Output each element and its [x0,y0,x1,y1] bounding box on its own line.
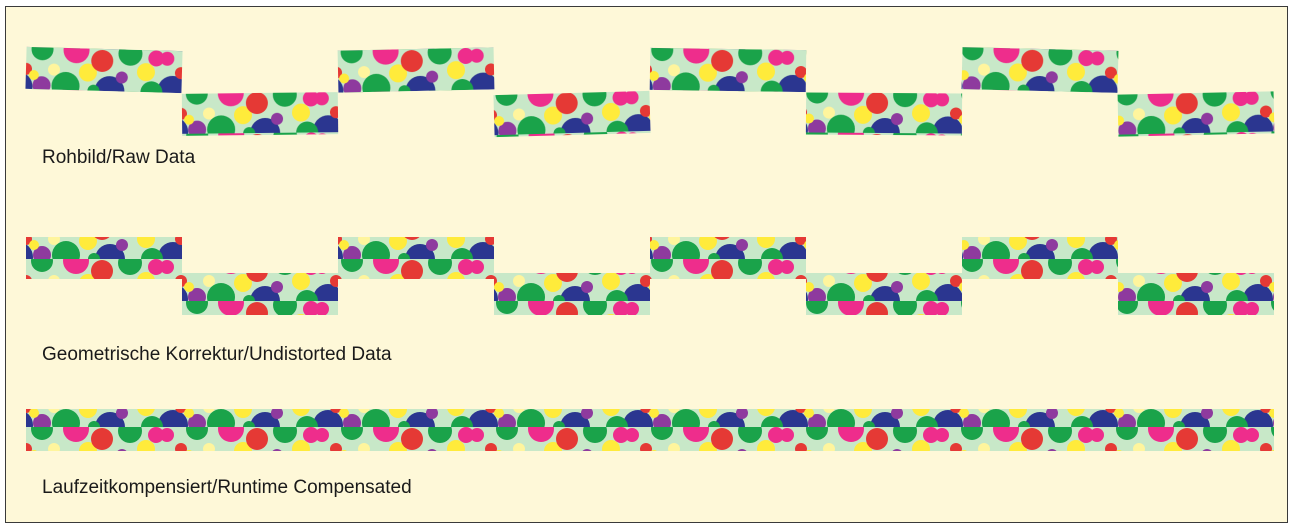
raw-strip-segment [1117,91,1275,137]
undistorted-strip-segment [26,237,182,279]
raw-strip-segment [649,47,807,93]
compensated-strip [26,409,1274,451]
strip-row-compensated [26,409,1274,451]
undistorted-strip-segment [182,273,338,315]
undistorted-strip-segment [338,237,494,279]
raw-strip-segment [181,92,339,136]
raw-strip-segment [493,90,651,138]
strip-figure [25,46,1275,451]
undistorted-strip-segment [806,273,962,315]
raw-strip-segment [961,47,1119,93]
strip-row-undistorted [26,237,1274,315]
undistorted-strip-segment [962,237,1118,279]
undistorted-strip-segment [494,273,650,315]
raw-strip-segment [25,46,183,94]
undistorted-strip-segment [1118,273,1274,315]
caption-undistorted-data: Geometrische Korrektur/Undistorted Data [42,344,392,365]
caption-runtime-compensated: Laufzeitkompensiert/Runtime Compensated [42,477,412,498]
raw-strip-segment [805,92,963,136]
caption-raw-data: Rohbild/Raw Data [42,147,196,168]
figure-panel: Rohbild/Raw Data Geometrische Korrektur/… [5,6,1288,523]
raw-strip-segment [337,47,495,93]
undistorted-strip-segment [650,237,806,279]
strip-row-raw [25,46,1275,138]
